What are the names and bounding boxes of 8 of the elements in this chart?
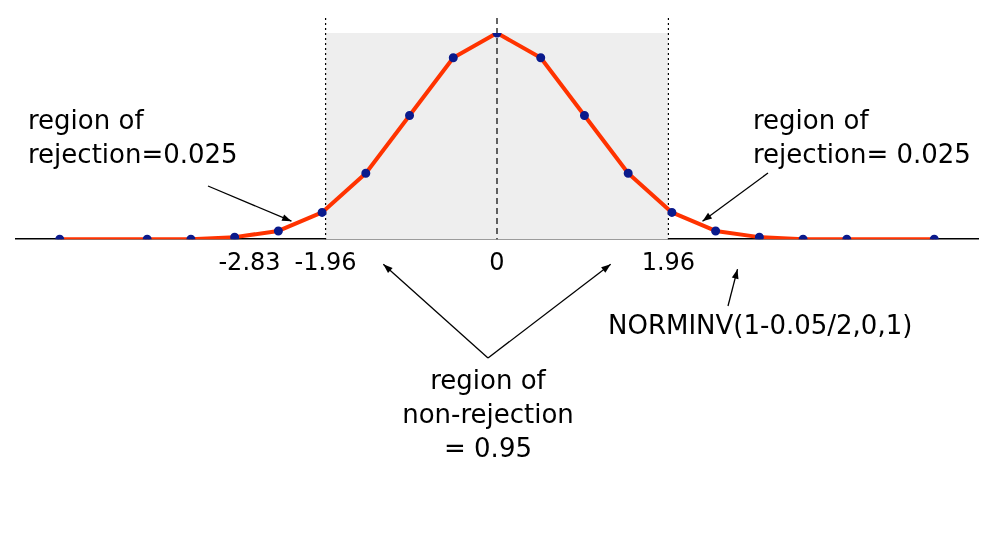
- x-tick-label: -2.83: [218, 247, 281, 276]
- x-tick-label: 1.96: [641, 247, 696, 276]
- annotation: region of rejection=0.025: [28, 105, 238, 169]
- text: region of non-rejection = 0.95: [402, 365, 574, 463]
- x-tick-label: 0: [489, 247, 505, 276]
- text: NORMINV(1-0.05/2,0,1): [608, 310, 913, 340]
- x-tick-label: -1.96: [294, 247, 357, 276]
- annotation: region of rejection= 0.025: [753, 105, 971, 169]
